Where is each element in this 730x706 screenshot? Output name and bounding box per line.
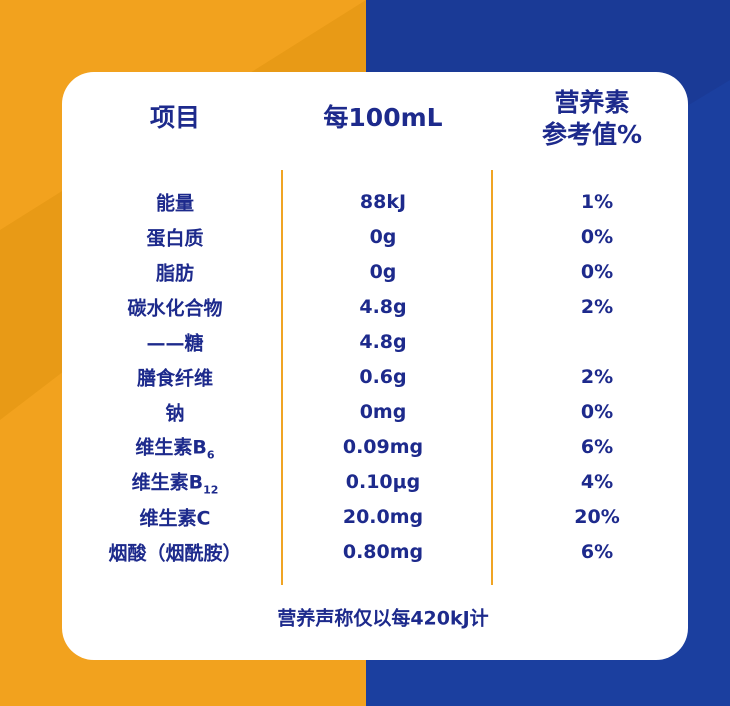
amount-cell: 0g (369, 226, 397, 248)
amount-cell: 4.8g (359, 296, 407, 318)
amount-cell: 0.09mg (342, 436, 424, 458)
item-cell: 膳食纤维 (137, 364, 213, 391)
item-name: 维生素B (135, 436, 207, 459)
nrv-cell: 6% (580, 541, 614, 563)
amount-cell: 0.10μg (345, 471, 421, 493)
footnote: 营养声称仅以每420kJ计 (277, 607, 489, 630)
item-name: 碳水化合物 (127, 297, 223, 320)
item-name: 脂肪 (155, 262, 195, 285)
item-cell: ——糖 (146, 329, 203, 356)
nrv-cell: 1% (580, 191, 614, 213)
header-nrv: 营养素 (554, 88, 630, 117)
nrv-cell: 0% (580, 401, 614, 423)
amount-cell: 0mg (359, 401, 407, 423)
nrv-cell: 0% (580, 261, 614, 283)
item-name: 维生素C (139, 507, 211, 530)
header-nrv: 参考值% (541, 120, 643, 149)
amount-cell: 88kJ (359, 191, 407, 213)
item-name: 蛋白质 (146, 227, 204, 250)
column-divider (491, 170, 493, 585)
amount-cell: 0.80mg (342, 541, 424, 563)
nrv-cell: 6% (580, 436, 614, 458)
item-cell: 蛋白质 (146, 224, 203, 251)
item-subscript: 6 (206, 448, 215, 462)
header-amount: 每100mL (323, 103, 443, 132)
item-cell: 维生素B12 (132, 468, 219, 497)
item-subscript: 12 (203, 483, 219, 497)
item-cell: 维生素C (140, 504, 211, 531)
item-name: ——糖 (146, 332, 204, 355)
item-cell: 烟酸（烟酰胺） (108, 539, 241, 566)
amount-cell: 20.0mg (342, 506, 424, 528)
item-name: 维生素B (131, 471, 204, 494)
nrv-cell: 4% (580, 471, 614, 493)
item-name: 钠 (165, 402, 185, 425)
item-name: 膳食纤维 (136, 367, 214, 390)
item-cell: 维生素B6 (135, 433, 214, 462)
item-cell: 钠 (165, 399, 184, 426)
nrv-cell: 2% (580, 296, 614, 318)
item-cell: 能量 (156, 189, 194, 216)
header-item: 项目 (149, 103, 201, 132)
amount-cell: 0g (369, 261, 397, 283)
nutrition-card: 项目 每100mL 营养素 参考值% 营养声称仅以每420kJ计 能量 88kJ 1… (62, 72, 688, 660)
amount-cell: 0.6g (359, 366, 407, 388)
nrv-cell: 2% (580, 366, 614, 388)
nrv-cell: 0% (580, 226, 614, 248)
amount-cell: 4.8g (359, 331, 407, 353)
column-divider (281, 170, 283, 585)
item-name: 烟酸（烟酰胺） (108, 542, 242, 565)
item-cell: 碳水化合物 (127, 294, 222, 321)
nrv-cell: 20% (574, 506, 620, 528)
item-name: 能量 (155, 192, 195, 215)
item-cell: 脂肪 (156, 259, 194, 286)
